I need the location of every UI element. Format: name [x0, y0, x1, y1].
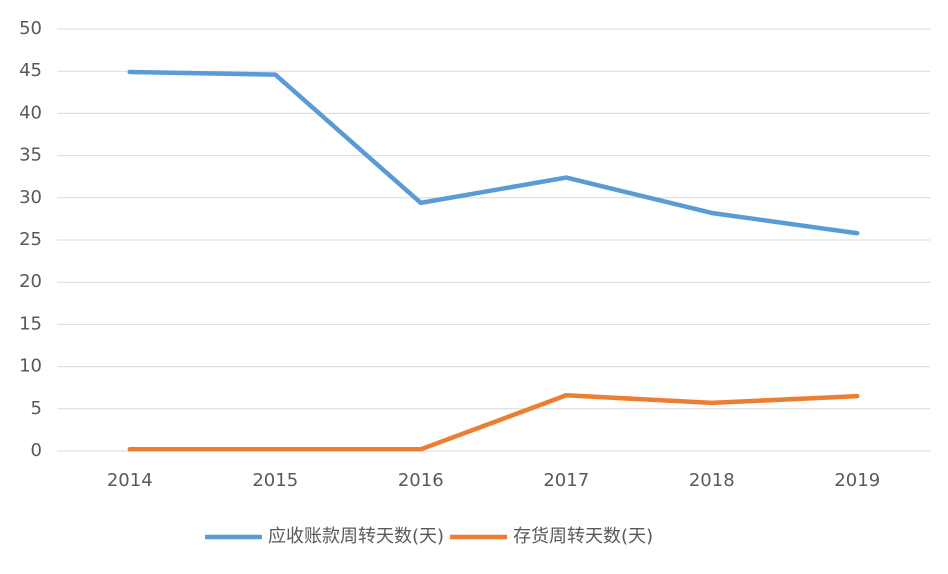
y-tick-label: 50 — [19, 18, 42, 39]
x-tick-label: 2018 — [689, 470, 735, 491]
y-tick-label: 30 — [19, 187, 42, 208]
x-tick-label: 2015 — [252, 470, 298, 491]
data-line — [127, 69, 860, 236]
y-tick-label: 40 — [19, 102, 42, 123]
y-tick-label: 45 — [19, 60, 42, 81]
legend-label: 应收账款周转天数(天) — [268, 526, 444, 547]
data-line — [127, 393, 860, 452]
x-tick-label: 2017 — [543, 470, 589, 491]
y-tick-label: 20 — [19, 271, 42, 292]
y-tick-label: 10 — [19, 356, 42, 377]
y-tick-label: 5 — [31, 398, 42, 419]
y-tick-label: 25 — [19, 229, 42, 250]
x-tick-label: 2016 — [398, 470, 444, 491]
legend-label: 存货周转天数(天) — [513, 526, 653, 547]
y-tick-label: 0 — [31, 440, 42, 461]
y-tick-label: 35 — [19, 145, 42, 166]
y-tick-label: 15 — [19, 313, 42, 334]
x-tick-label: 2014 — [107, 470, 153, 491]
x-tick-label: 2019 — [834, 470, 880, 491]
